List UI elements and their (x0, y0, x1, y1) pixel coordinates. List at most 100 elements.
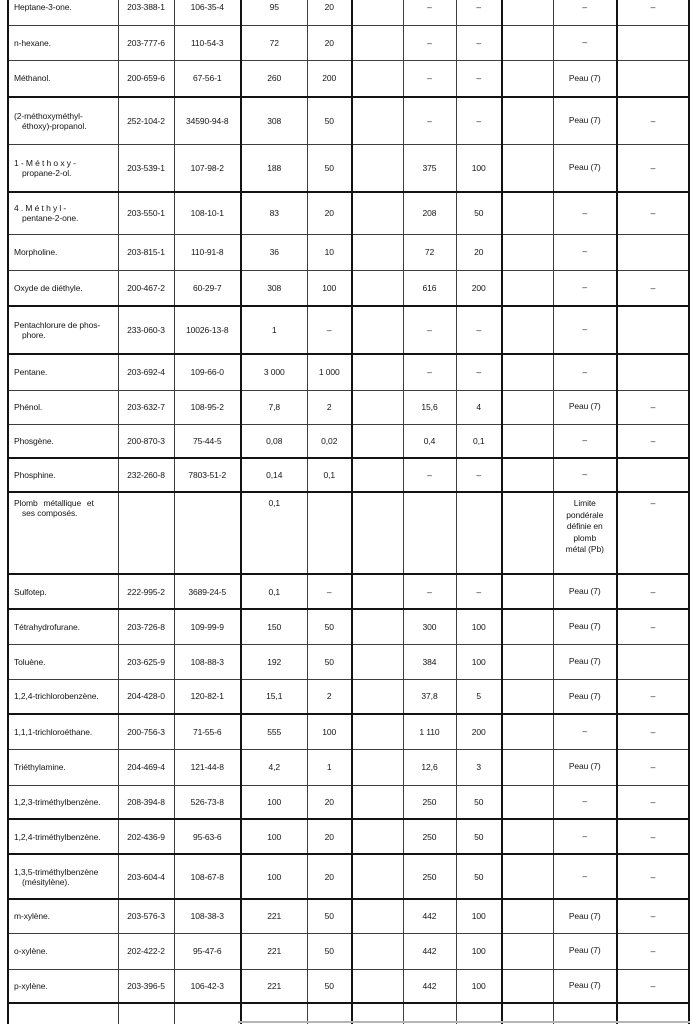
vlct-ppm-cell: – (455, 457, 503, 493)
vme-ppm-cell: 50 (306, 143, 353, 193)
substance-line: 1,1,1-trichloroéthane. (14, 726, 93, 737)
substance-line: éthoxy)-propanol. (22, 120, 87, 131)
spacer-cell (501, 608, 554, 645)
substance-line: o-xylène. (14, 946, 48, 956)
substance-cell: 1,2,4-triméthylbenzène. (7, 818, 119, 855)
observation-line: Peau (7) (568, 945, 601, 956)
substance-cell: n-hexane. (7, 24, 119, 61)
vlct-mg-cell: 442 (402, 932, 457, 970)
vlct-ppm-cell: 3 (455, 748, 503, 786)
table-row: Triéthylamine. 204-469-4 121-44-8 4,2 1 12,6 3… (7, 748, 690, 786)
spacer-cell (351, 353, 404, 391)
spacer-cell (351, 678, 404, 715)
vlct-mg-cell: 250 (402, 784, 457, 820)
substance-line: Sulfotep. (14, 586, 47, 597)
vlct-ppm-cell: 100 (455, 608, 503, 645)
transitional-measures-cell (616, 233, 690, 271)
table-row: Méthanol. 200-659-6 67-56-1 260 200 – – Peau (7… (7, 59, 690, 98)
substance-line: 1 - M é t h o x y - (14, 157, 76, 168)
observation-line: Peau (7) (568, 761, 601, 772)
vlct-mg-cell: 250 (402, 818, 457, 855)
cas-number-cell: 121-44-8 (173, 748, 242, 786)
cas-number-cell: 120-82-1 (173, 678, 242, 715)
spacer-cell (351, 96, 404, 145)
vme-mg-cell: 308 (240, 269, 308, 307)
vme-mg-cell: 15,1 (240, 678, 308, 715)
cas-number-cell (173, 491, 242, 575)
vme-ppm-cell: 20 (306, 191, 353, 235)
cas-number-cell: 110-91-8 (173, 233, 242, 271)
transitional-measures-cell: – (616, 608, 690, 645)
cas-number-cell: 7803-51-2 (173, 457, 242, 493)
cas-number-cell: 110-54-3 (173, 24, 242, 61)
substance-cell: m-xylène. (7, 898, 119, 934)
cas-number-cell: 107-98-2 (173, 143, 242, 193)
spacer-cell (351, 59, 404, 98)
ce-number-cell: 200-659-6 (117, 59, 175, 98)
substance-line: Tétrahydrofurane. (14, 621, 80, 632)
table-row: p-xylène. 203-396-5 106-42-3 221 50 442 100 Pea… (7, 968, 690, 1004)
table-row: m-xylène. 203-576-3 108-38-3 221 50 442 100 Pea… (7, 898, 690, 934)
vme-mg-cell: 36 (240, 233, 308, 271)
spacer-cell (501, 643, 554, 680)
vme-ppm-cell: 50 (306, 608, 353, 645)
ce-number-cell: 203-604-4 (117, 853, 175, 900)
vlct-ppm-cell: 200 (455, 269, 503, 307)
substance-line: phore. (22, 330, 46, 340)
spacer-cell (351, 457, 404, 493)
substance-cell: Morpholine. (7, 233, 119, 271)
observations-cell: Peau (7) (552, 748, 618, 786)
observation-line: – (582, 469, 588, 480)
spacer-cell (501, 389, 554, 425)
vlct-mg-cell: 15,6 (402, 389, 457, 425)
substance-line: ses composés. (22, 508, 78, 518)
vme-mg-cell: 100 (240, 853, 308, 900)
vlct-mg-cell: 300 (402, 608, 457, 645)
vlct-ppm-cell: 50 (455, 784, 503, 820)
vlct-ppm-cell: 50 (455, 191, 503, 235)
spacer-cell (501, 784, 554, 820)
transitional-measures-cell: – (616, 143, 690, 193)
spacer-cell (501, 269, 554, 307)
observations-cell: Peau (7) (552, 96, 618, 145)
ce-number-cell (117, 1002, 175, 1024)
transitional-measures-cell: – (616, 713, 690, 750)
observations-cell: – (552, 853, 618, 900)
substance-cell: Heptane-3-one. (7, 0, 119, 26)
vme-ppm-cell: 50 (306, 898, 353, 934)
vme-ppm-cell: 20 (306, 818, 353, 855)
observations-cell: Peau (7) (552, 389, 618, 425)
vme-mg-cell: 1 (240, 305, 308, 355)
ce-number-cell: 203-396-5 (117, 968, 175, 1004)
table-row: Plomb métallique et ses composés. 0,1 Limit… (7, 491, 690, 575)
observations-cell: – (552, 423, 618, 459)
vlct-ppm-cell: 100 (455, 143, 503, 193)
substance-line: Oxyde de diéthyle. (14, 282, 83, 293)
substance-cell: 1,2,3-triméthylbenzène. (7, 784, 119, 820)
vme-ppm-cell: 50 (306, 968, 353, 1004)
vlct-ppm-cell: 200 (455, 713, 503, 750)
cas-number-cell: 108-88-3 (173, 643, 242, 680)
observations-cell: – (552, 191, 618, 235)
observation-line: – (582, 246, 588, 257)
ce-number-cell: 200-756-3 (117, 713, 175, 750)
cas-number-cell: 526-73-8 (173, 784, 242, 820)
cas-number-cell: 108-10-1 (173, 191, 242, 235)
table-row (7, 1002, 690, 1024)
spacer-cell (501, 457, 554, 493)
spacer-cell (501, 898, 554, 934)
vlct-ppm-cell: – (455, 353, 503, 391)
ce-number-cell: 232-260-8 (117, 457, 175, 493)
transitional-measures-cell (616, 457, 690, 493)
vme-ppm-cell: 2 (306, 389, 353, 425)
observations-cell: Peau (7) (552, 898, 618, 934)
cas-number-cell: 106-35-4 (173, 0, 242, 26)
observations-cell: – (552, 269, 618, 307)
observations-cell: – (552, 818, 618, 855)
vlct-ppm-cell: 20 (455, 233, 503, 271)
table-row: Pentachlorure de phos-phore. 233-060-3 100… (7, 305, 690, 355)
transitional-measures-cell: – (616, 898, 690, 934)
vme-mg-cell: 4,2 (240, 748, 308, 786)
vlct-mg-cell: – (402, 457, 457, 493)
vlct-mg-cell: – (402, 96, 457, 145)
